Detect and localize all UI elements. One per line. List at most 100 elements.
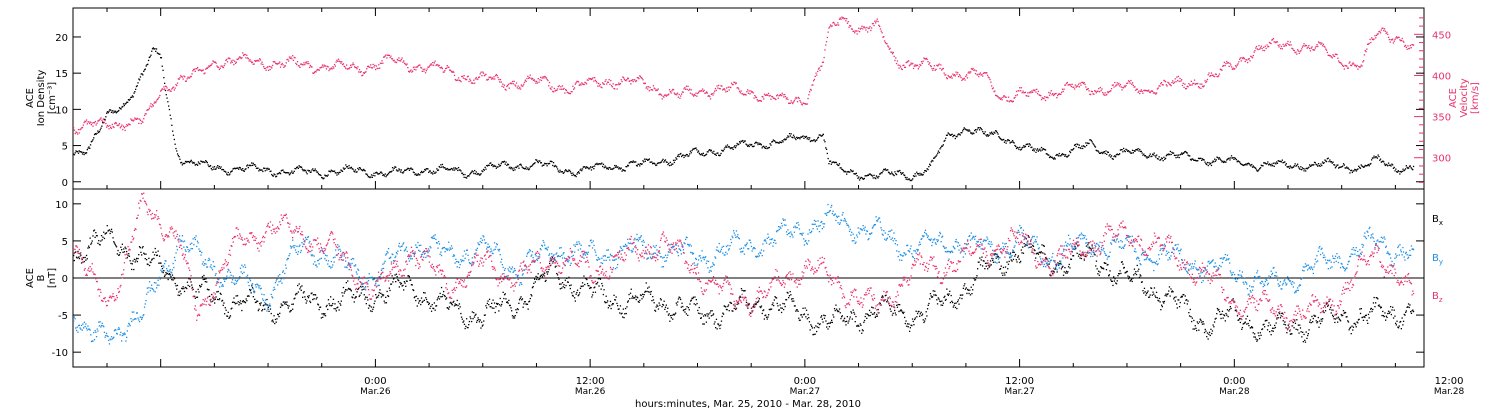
data-point bbox=[1320, 163, 1321, 164]
data-point bbox=[1116, 84, 1117, 85]
data-point bbox=[176, 150, 177, 151]
data-point bbox=[895, 312, 896, 313]
data-point bbox=[977, 129, 978, 130]
data-point bbox=[629, 298, 630, 299]
data-point bbox=[1413, 166, 1414, 167]
data-point bbox=[219, 69, 220, 70]
data-point bbox=[1173, 152, 1174, 153]
data-point bbox=[1096, 261, 1097, 262]
data-point bbox=[963, 285, 964, 286]
data-point bbox=[710, 310, 711, 311]
data-point bbox=[740, 92, 741, 93]
data-point bbox=[1353, 170, 1354, 171]
data-point bbox=[1142, 281, 1143, 282]
data-point bbox=[915, 317, 916, 318]
data-point bbox=[516, 312, 517, 313]
data-point bbox=[151, 106, 152, 107]
data-point bbox=[643, 296, 644, 297]
data-point bbox=[336, 61, 337, 62]
data-point bbox=[111, 112, 112, 113]
data-point bbox=[142, 122, 143, 123]
data-point bbox=[272, 320, 273, 321]
data-point bbox=[1099, 275, 1100, 276]
data-point bbox=[859, 330, 860, 331]
data-point bbox=[116, 123, 117, 124]
data-point bbox=[1044, 246, 1045, 247]
data-point bbox=[1001, 99, 1002, 100]
data-point bbox=[1069, 264, 1070, 265]
data-point bbox=[961, 298, 962, 299]
data-point bbox=[1229, 158, 1230, 159]
data-point bbox=[1015, 254, 1016, 255]
data-point bbox=[497, 77, 498, 78]
data-point bbox=[1193, 83, 1194, 84]
data-point bbox=[950, 302, 951, 303]
data-point bbox=[1228, 62, 1229, 63]
data-point bbox=[604, 84, 605, 85]
data-point bbox=[402, 172, 403, 173]
data-point bbox=[790, 135, 791, 136]
data-point bbox=[815, 76, 816, 77]
data-point bbox=[1084, 82, 1085, 83]
data-point bbox=[987, 75, 988, 76]
data-point bbox=[1298, 50, 1299, 51]
data-point bbox=[102, 239, 103, 240]
data-point bbox=[295, 168, 296, 169]
data-point bbox=[976, 70, 977, 71]
data-point bbox=[430, 170, 431, 171]
data-point bbox=[749, 93, 750, 94]
data-point bbox=[558, 277, 559, 278]
data-point bbox=[85, 121, 86, 122]
data-point bbox=[1030, 144, 1031, 145]
data-point bbox=[349, 67, 350, 68]
data-point bbox=[1130, 151, 1131, 152]
data-point bbox=[944, 73, 945, 74]
data-point bbox=[336, 174, 337, 175]
data-point bbox=[1163, 157, 1164, 158]
data-point bbox=[1243, 57, 1244, 58]
data-point bbox=[472, 171, 473, 172]
data-point bbox=[424, 292, 425, 293]
data-point bbox=[236, 303, 237, 304]
data-point bbox=[915, 173, 916, 174]
data-point bbox=[814, 139, 815, 140]
data-point bbox=[1131, 84, 1132, 85]
data-point bbox=[285, 302, 286, 303]
data-point bbox=[1270, 165, 1271, 166]
data-point bbox=[408, 168, 409, 169]
data-point bbox=[555, 266, 556, 267]
data-point bbox=[1137, 271, 1138, 272]
data-point bbox=[1295, 163, 1296, 164]
data-point bbox=[845, 321, 846, 322]
data-point bbox=[617, 88, 618, 89]
data-point bbox=[514, 317, 515, 318]
data-point bbox=[368, 308, 369, 309]
data-point bbox=[1263, 47, 1264, 48]
data-point bbox=[1141, 89, 1142, 90]
data-point bbox=[1179, 81, 1180, 82]
data-point bbox=[1170, 151, 1171, 152]
data-point bbox=[908, 323, 909, 324]
data-point bbox=[410, 279, 411, 280]
data-point bbox=[1011, 141, 1012, 142]
data-point bbox=[1006, 262, 1007, 263]
data-point bbox=[1099, 91, 1100, 92]
data-point bbox=[541, 275, 542, 276]
data-point bbox=[237, 295, 238, 296]
data-point bbox=[961, 132, 962, 133]
data-point bbox=[707, 315, 708, 316]
data-point bbox=[1113, 159, 1114, 160]
data-point bbox=[894, 175, 895, 176]
data-point bbox=[734, 145, 735, 146]
data-point bbox=[428, 172, 429, 173]
data-point bbox=[816, 331, 817, 332]
data-point bbox=[388, 296, 389, 297]
data-point bbox=[331, 305, 332, 306]
data-point bbox=[853, 312, 854, 313]
data-point bbox=[824, 318, 825, 319]
data-point bbox=[1136, 274, 1137, 275]
data-point bbox=[369, 305, 370, 306]
data-point bbox=[711, 150, 712, 151]
data-point bbox=[696, 149, 697, 150]
data-point bbox=[610, 301, 611, 302]
